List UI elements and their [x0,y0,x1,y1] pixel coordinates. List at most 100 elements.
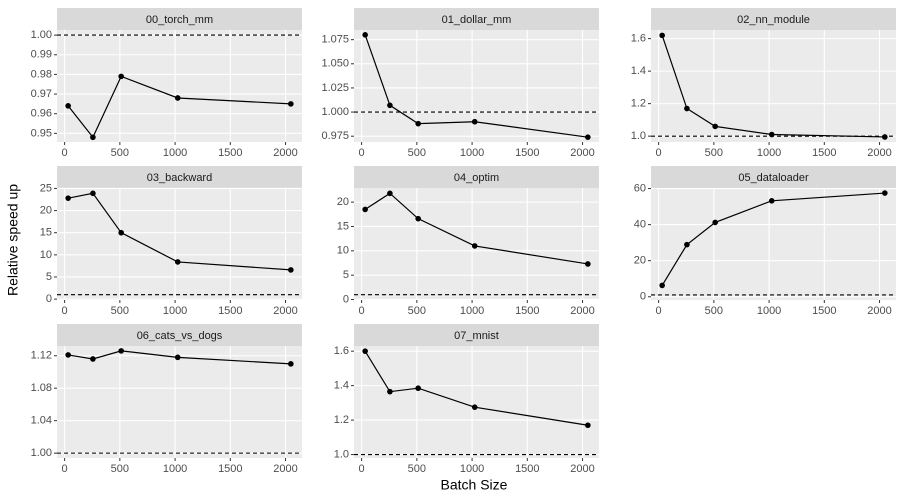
y-tick-label: 10 [40,249,52,261]
panel-background [651,30,896,142]
data-point [768,198,775,204]
x-tick-label: 0 [656,147,662,159]
y-tick-label: 20 [634,255,646,267]
data-point [415,120,421,127]
panel-background [354,30,599,142]
y-tick-label: 1.050 [321,58,349,70]
y-tick-label: 15 [40,227,52,239]
x-tick-label: 2000 [273,463,297,475]
x-tick-label: 2000 [867,147,891,159]
data-point [90,190,96,197]
x-tick-label: 0 [359,463,365,475]
y-tick-label: 1.08 [31,382,52,394]
x-tick-label: 1500 [218,147,242,159]
x-tick-label: 2000 [570,305,594,317]
strip [57,324,302,346]
y-tick-label: 1.4 [334,380,349,392]
y-tick-label: 40 [634,219,646,231]
data-point [288,361,294,367]
strip [57,8,302,30]
data-point [174,95,181,101]
strip [651,166,896,188]
y-tick-label: 1.00 [31,29,52,41]
y-tick-label: 1.4 [631,65,646,77]
data-point [415,215,421,222]
data-point [415,385,421,392]
x-tick-label: 1000 [460,305,484,317]
data-point [471,243,478,249]
data-point [882,134,888,140]
y-tick-label: 0 [640,291,646,303]
strip-label: 03_backward [147,172,212,184]
strip-label: 07_mnist [454,330,499,342]
strip-label: 02_nn_module [737,14,810,26]
data-point [768,131,775,138]
y-tick-label: 1.00 [31,447,52,459]
x-tick-label: 500 [408,147,426,159]
x-tick-label: 1500 [515,463,539,475]
y-tick-label: 5 [46,271,52,283]
y-tick-label: 20 [40,204,52,216]
strip [354,8,599,30]
y-tick-label: 1.12 [31,350,52,362]
y-tick-label: 1.2 [631,98,646,110]
data-point [712,219,718,226]
x-tick-label: 0 [62,147,68,159]
data-point [882,190,888,196]
data-point [362,348,368,354]
x-tick-label: 1500 [812,147,836,159]
y-tick-label: 1.0 [334,448,349,460]
data-point [174,354,181,361]
data-point [471,404,478,410]
x-tick-label: 1000 [163,305,187,317]
strip [57,166,302,188]
x-tick-label: 500 [408,305,426,317]
y-tick-label: 0.99 [31,49,52,61]
data-point [585,422,591,429]
y-tick-label: 15 [337,220,349,232]
data-point [387,102,393,109]
y-tick-label: 0 [343,293,349,305]
panel-background [57,188,302,300]
x-tick-label: 2000 [570,147,594,159]
y-tick-label: 25 [40,182,52,194]
x-tick-label: 0 [62,463,68,475]
strip [354,324,599,346]
y-tick-label: 0.97 [31,88,52,100]
x-tick-label: 500 [705,147,723,159]
y-tick-label: 1.075 [321,34,349,46]
data-point [712,123,718,130]
y-tick-label: 0.98 [31,68,52,80]
x-tick-label: 0 [359,305,365,317]
y-tick-label: 1.6 [334,345,349,357]
x-tick-label: 0 [656,305,662,317]
x-tick-label: 0 [359,147,365,159]
data-point [90,356,96,362]
x-tick-label: 1500 [515,147,539,159]
panel-background [354,346,599,458]
data-point [387,388,393,395]
x-tick-label: 1500 [515,305,539,317]
y-tick-label: 0.95 [31,127,52,139]
panel-background [57,346,302,458]
y-tick-label: 1.04 [31,415,52,427]
data-point [65,195,71,201]
panel-background [651,188,896,300]
strip-label: 05_dataloader [738,172,809,184]
data-point [174,259,181,265]
x-tick-label: 0 [62,305,68,317]
data-point [362,206,368,213]
x-tick-label: 1000 [163,463,187,475]
y-tick-label: 1.2 [334,414,349,426]
data-point [65,103,71,109]
x-tick-label: 2000 [867,305,891,317]
y-tick-label: 5 [343,269,349,281]
data-point [288,101,294,107]
data-point [118,229,124,236]
strip [651,8,896,30]
data-point [288,267,294,273]
y-tick-label: 1.0 [631,130,646,142]
x-tick-label: 1000 [757,305,781,317]
x-tick-label: 1500 [218,463,242,475]
